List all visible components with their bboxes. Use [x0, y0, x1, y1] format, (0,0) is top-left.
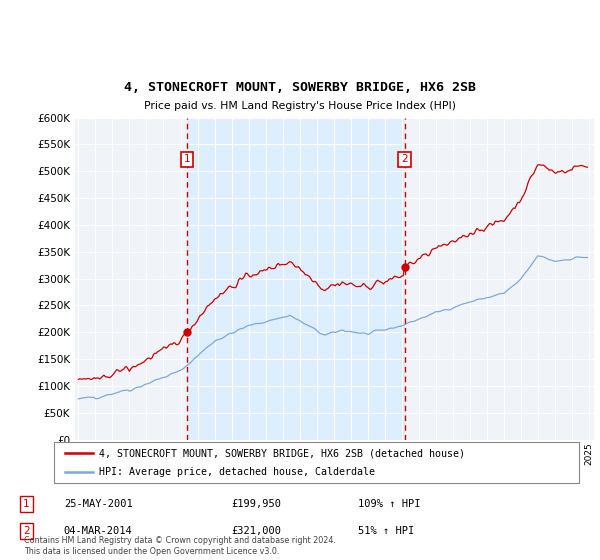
- Bar: [187, 118, 404, 440]
- Text: 4, STONECROFT MOUNT, SOWERBY BRIDGE, HX6 2SB (detached house): 4, STONECROFT MOUNT, SOWERBY BRIDGE, HX6…: [98, 449, 464, 458]
- Text: Contains HM Land Registry data © Crown copyright and database right 2024.
This d: Contains HM Land Registry data © Crown c…: [24, 536, 336, 556]
- Text: 2: 2: [23, 526, 30, 536]
- Text: 51% ↑ HPI: 51% ↑ HPI: [358, 526, 414, 536]
- Text: 1: 1: [184, 155, 190, 165]
- Text: 4, STONECROFT MOUNT, SOWERBY BRIDGE, HX6 2SB: 4, STONECROFT MOUNT, SOWERBY BRIDGE, HX6…: [124, 81, 476, 94]
- Text: 04-MAR-2014: 04-MAR-2014: [64, 526, 133, 536]
- Text: 1: 1: [23, 499, 30, 509]
- Text: 109% ↑ HPI: 109% ↑ HPI: [358, 499, 420, 509]
- Text: 25-MAY-2001: 25-MAY-2001: [64, 499, 133, 509]
- Text: HPI: Average price, detached house, Calderdale: HPI: Average price, detached house, Cald…: [98, 467, 374, 477]
- Text: Price paid vs. HM Land Registry's House Price Index (HPI): Price paid vs. HM Land Registry's House …: [144, 101, 456, 111]
- Text: £199,950: £199,950: [231, 499, 281, 509]
- Text: £321,000: £321,000: [231, 526, 281, 536]
- Text: 2: 2: [401, 155, 408, 165]
